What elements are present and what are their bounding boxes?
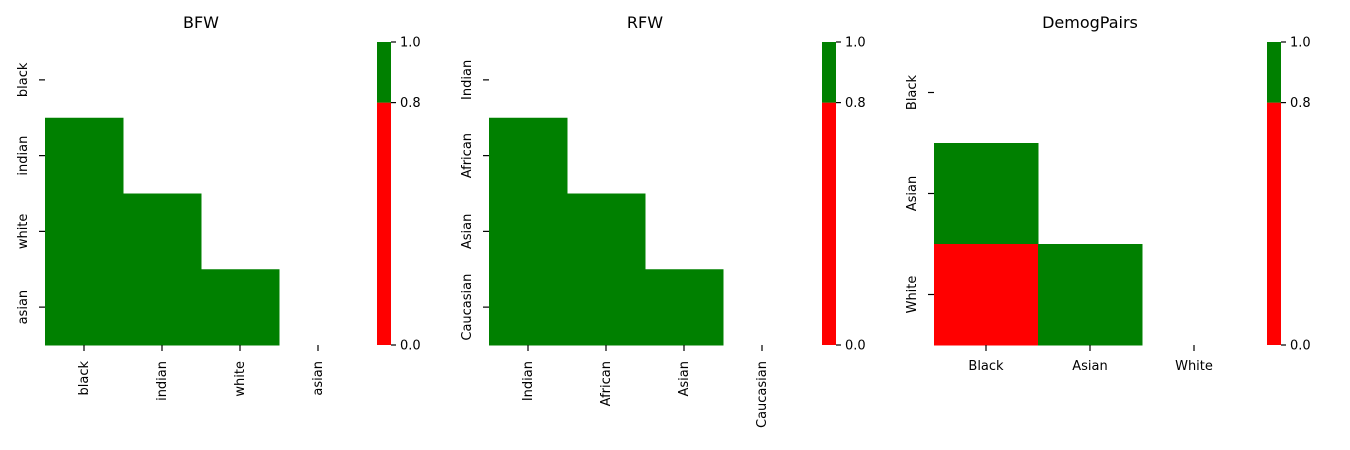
x-tick-label: Asian <box>677 361 692 396</box>
y-tick-label: black <box>16 62 31 97</box>
x-tick-label: Black <box>968 359 1004 374</box>
colorbar-low-segment <box>822 102 836 345</box>
x-tick-label: indian <box>155 361 170 401</box>
y-tick-label: Caucasian <box>460 274 475 341</box>
heatmap-cell <box>934 143 1039 245</box>
panel-title: RFW <box>627 13 663 32</box>
colorbar-tick-label: 1.0 <box>1290 36 1311 51</box>
colorbar-high-segment <box>822 42 836 103</box>
x-tick-label: Indian <box>521 361 536 401</box>
heatmap-cell <box>489 117 568 194</box>
y-tick-label: White <box>905 276 920 314</box>
heatmap-cell <box>201 269 280 346</box>
colorbar-tick-label: 0.8 <box>1290 96 1311 111</box>
y-tick-label: Asian <box>905 176 920 211</box>
colorbar-high-segment <box>1267 42 1281 103</box>
x-tick-label: Caucasian <box>755 361 770 428</box>
colorbar-tick-label: 0.0 <box>845 339 866 354</box>
heatmap-cell <box>45 269 124 346</box>
heatmap-cell <box>45 193 124 270</box>
x-tick-label: White <box>1175 359 1213 374</box>
x-tick-label: Asian <box>1072 359 1107 374</box>
y-tick-label: African <box>460 133 475 178</box>
colorbar-low-segment <box>1267 102 1281 345</box>
heatmap-panel-1: BFW black indian white asian black indian white… <box>16 13 421 401</box>
colorbar-tick-label: 0.8 <box>400 96 421 111</box>
y-tick-label: asian <box>16 290 31 325</box>
x-tick-label: black <box>77 361 92 396</box>
y-tick-label: white <box>16 214 31 250</box>
colorbar-low-segment <box>377 102 391 345</box>
heatmap-cell <box>489 193 568 270</box>
colorbar-tick-label: 0.0 <box>400 339 421 354</box>
colorbar-tick-label: 1.0 <box>400 36 421 51</box>
heatmap-panel-3: DemogPairs Black Asian White Black Asian White… <box>905 13 1311 374</box>
panel-title: DemogPairs <box>1042 13 1138 32</box>
y-tick-label: Black <box>905 74 920 110</box>
heatmap-cell <box>1038 244 1143 346</box>
heatmap-cell <box>123 269 202 346</box>
heatmap-cell <box>567 193 646 270</box>
colorbar-tick-label: 0.8 <box>845 96 866 111</box>
heatmap-cell <box>934 244 1039 346</box>
x-tick-label: white <box>233 361 248 397</box>
heatmap-cell <box>489 269 568 346</box>
heatmap-cell <box>567 269 646 346</box>
y-tick-label: indian <box>16 136 31 176</box>
heatmap-panel-2: RFW Indian African Asian Caucasian Indian Afri… <box>460 13 866 428</box>
colorbar-high-segment <box>377 42 391 103</box>
colorbar-tick-label: 1.0 <box>845 36 866 51</box>
heatmap-cell <box>45 117 124 194</box>
heatmap-cell <box>123 193 202 270</box>
y-tick-label: Asian <box>460 214 475 249</box>
panel-title: BFW <box>183 13 219 32</box>
y-tick-label: Indian <box>460 60 475 100</box>
x-tick-label: asian <box>311 361 326 396</box>
x-tick-label: African <box>599 361 614 406</box>
colorbar-tick-label: 0.0 <box>1290 339 1311 354</box>
heatmap-cell <box>645 269 724 346</box>
